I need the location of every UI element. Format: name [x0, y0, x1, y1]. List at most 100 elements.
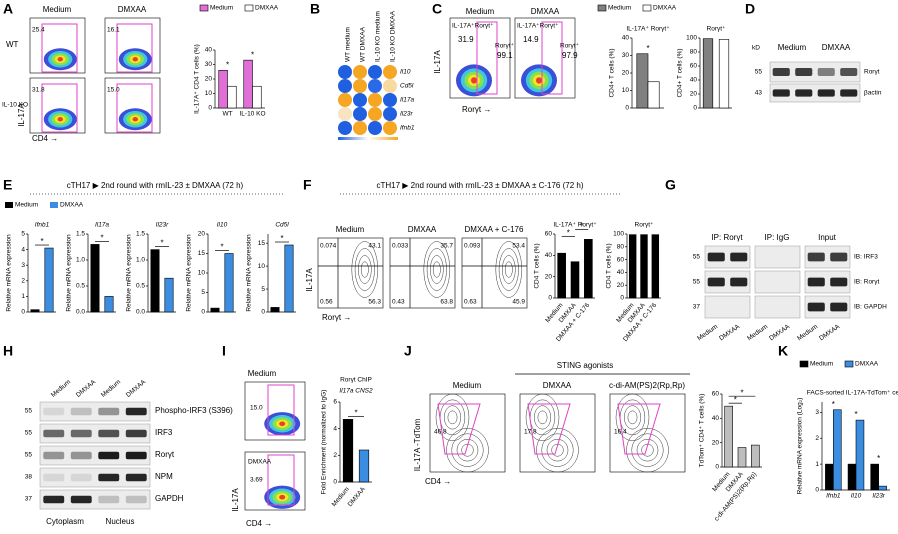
row-label: IL-10 KO: [2, 102, 28, 109]
band: [707, 277, 725, 287]
bar: [628, 234, 637, 299]
label: 55: [755, 69, 763, 76]
legend-label: Medium: [608, 5, 631, 12]
label: IB: GAPDH: [854, 304, 887, 311]
column-label: WT DMXAA: [360, 26, 367, 62]
panel-letter: K: [778, 343, 788, 359]
y-axis-label: Relative mRNA expression: [186, 234, 193, 312]
label: IB: IRF3: [854, 254, 878, 261]
legend-swatch: [199, 4, 209, 12]
gate-value: 3.69: [250, 477, 263, 484]
contour: [444, 405, 461, 430]
contour: [423, 241, 451, 298]
bar: [358, 449, 370, 483]
heatmap-cell: [368, 93, 382, 107]
bar: [651, 234, 660, 299]
y-tick-label: 20: [205, 76, 213, 83]
blot: [804, 270, 851, 294]
y-tick-label: 20: [712, 439, 720, 446]
band: [125, 473, 147, 482]
quadrant-value: 0.56: [320, 299, 333, 306]
heatmap-cell: [368, 79, 382, 93]
category-label: WT: [222, 111, 232, 118]
gate-value: 31.8: [32, 87, 45, 94]
label: DMXAA: [408, 225, 437, 234]
label: Rorγt: [864, 69, 880, 76]
label: IB: Rorγt: [854, 279, 879, 286]
contour: [627, 410, 638, 425]
label: DMXAA: [822, 43, 851, 52]
y-tick-label: 5: [261, 286, 265, 293]
contour: [498, 248, 519, 291]
chart-title: IL-17A⁺ Rorγt⁺: [626, 26, 670, 33]
blot: [39, 489, 151, 510]
band: [98, 495, 120, 504]
y-tick-label: 40: [622, 35, 630, 42]
quadrant-value: 63.8: [440, 299, 453, 306]
bar: [855, 419, 865, 491]
label: 37: [693, 304, 701, 311]
label: DMXAA: [248, 459, 272, 466]
y-tick-label: 40: [205, 47, 213, 54]
category-label: Il23r: [872, 493, 885, 500]
contour: [536, 428, 579, 473]
chart-title: Il10: [217, 222, 228, 229]
bar: [243, 59, 253, 109]
group-label: IP: Rorγt: [711, 233, 743, 242]
axis-label: CD4 →: [246, 519, 272, 528]
chart-title: Il17a: [95, 222, 109, 229]
blot: [39, 467, 151, 488]
flow-density: [57, 117, 63, 122]
y-tick-label: 0.5: [76, 283, 85, 290]
y-tick-label: 10: [198, 270, 206, 277]
gate: [541, 21, 563, 95]
gate-label: IL-17A⁺Rorγt⁺: [452, 23, 494, 30]
y-tick-label: 15: [258, 240, 266, 247]
y-axis-label: CD4 T cells (%): [606, 243, 613, 288]
y-tick-label: 10: [258, 263, 266, 270]
contour: [495, 241, 523, 298]
bar: [557, 252, 566, 299]
y-tick-label: 0: [208, 105, 212, 112]
row-label: Il23r: [400, 111, 413, 118]
bar: [737, 447, 747, 468]
y-tick-label: 60: [545, 231, 553, 238]
band: [43, 407, 65, 416]
y-tick-label: 15: [198, 250, 206, 257]
heatmap-cell: [353, 79, 367, 93]
blot-label: Phospho-IRF3 (S396): [155, 406, 233, 415]
y-tick-label: 4: [333, 425, 337, 432]
bar: [833, 409, 842, 491]
y-tick-label: 0: [333, 479, 337, 486]
significance: *: [160, 239, 163, 248]
band: [772, 68, 790, 76]
significance: *: [832, 400, 835, 409]
gate-value: 16.1: [107, 27, 120, 34]
blot: [704, 270, 751, 294]
blot-label: Rorγt: [155, 450, 175, 459]
legend-swatch: [799, 360, 809, 368]
label: 55: [25, 430, 33, 437]
blot: [804, 295, 851, 319]
legend-swatch: [5, 202, 13, 208]
y-tick-label: 5: [21, 231, 25, 238]
group-label: Input: [818, 233, 837, 242]
blot-label: NPM: [155, 472, 173, 481]
axis-label: CD4 →: [32, 134, 58, 143]
chart-title: Il23r: [156, 222, 169, 229]
bar: [227, 85, 237, 109]
contour: [432, 261, 441, 278]
legend-swatch: [597, 4, 607, 12]
flow-density: [279, 494, 286, 500]
bar: [90, 244, 100, 313]
y-axis-label: Relative mRNA expression: [66, 234, 73, 312]
row-label: Ifnb1: [400, 125, 415, 132]
quadrant-value: 0.63: [464, 299, 477, 306]
blot: [754, 270, 801, 294]
blot-label: GAPDH: [155, 494, 184, 503]
label: 55: [693, 279, 701, 286]
significance: *: [100, 234, 103, 243]
label: 55: [25, 452, 33, 459]
y-tick-label: 1.0: [76, 257, 85, 264]
y-tick-label: 2: [333, 452, 337, 459]
